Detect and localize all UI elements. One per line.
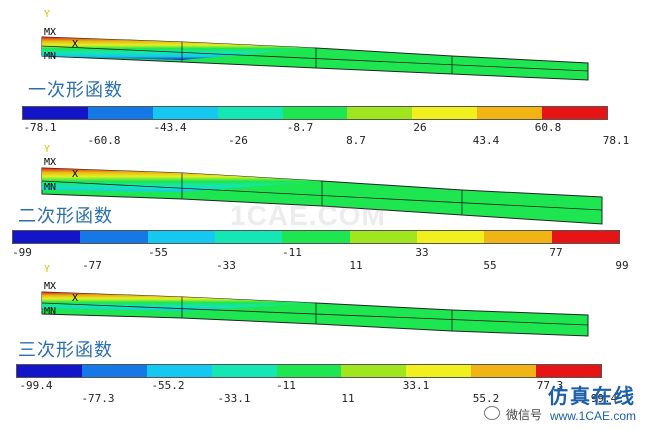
axis-x-label: X xyxy=(72,169,78,180)
legend-tick: -99 xyxy=(12,246,32,259)
mn-label: MN xyxy=(44,306,56,317)
legend-tick: 11 xyxy=(341,392,355,405)
legend-segment xyxy=(152,107,218,119)
footer-brand: 微信号 仿真在线 www.1CAE.com xyxy=(483,380,636,423)
legend-tick: -11 xyxy=(282,246,302,259)
mx-label: MX xyxy=(44,157,56,168)
axis-y-label: Y xyxy=(44,9,50,20)
legend-segment xyxy=(484,231,552,243)
beam-plot-2: Y MX X MN xyxy=(41,144,603,225)
brand-site: www.1CAE.com xyxy=(549,409,636,423)
legend-tick: 33 xyxy=(415,246,429,259)
legend-tick: 60.8 xyxy=(534,121,562,134)
axis-y-label: Y xyxy=(44,264,50,275)
legend-tick: 99 xyxy=(615,259,629,272)
legend-tick: 77.3 xyxy=(536,379,564,392)
color-legend-bar xyxy=(12,230,620,244)
legend-segment xyxy=(349,231,417,243)
legend-segment xyxy=(406,365,472,377)
legend-tick: 99.4 xyxy=(590,392,618,405)
legend-segment xyxy=(13,231,81,243)
watermark: 1CAE.COM xyxy=(230,200,386,231)
legend-tick: -43.4 xyxy=(153,121,187,134)
legend-segment xyxy=(276,365,342,377)
legend-segment xyxy=(81,365,147,377)
panel-title: 三次形函数 xyxy=(18,340,113,361)
legend-tick: -77.3 xyxy=(81,392,115,405)
legend-tick: 43.4 xyxy=(472,134,500,147)
legend-segment xyxy=(17,365,82,377)
legend-segment xyxy=(214,231,283,243)
color-legend-bar xyxy=(16,364,602,378)
legend-tick: 8.7 xyxy=(346,134,366,147)
color-legend-bar xyxy=(22,106,608,120)
legend-tick: -8.7 xyxy=(286,121,314,134)
legend-segment xyxy=(536,365,602,377)
legend-tick: -26 xyxy=(228,134,248,147)
axis-x-label: X xyxy=(72,293,78,304)
legend-tick: -77 xyxy=(82,259,102,272)
legend-tick: 26 xyxy=(413,121,427,134)
axis-x-label: X xyxy=(72,39,78,50)
legend-tick: 55 xyxy=(483,259,497,272)
mx-label: MX xyxy=(44,281,56,292)
legend-segment xyxy=(80,231,148,243)
legend-tick: 55.2 xyxy=(472,392,500,405)
mn-label: MN xyxy=(44,51,56,62)
axis-y-label: Y xyxy=(44,144,50,155)
legend-segment xyxy=(471,365,537,377)
legend-segment xyxy=(23,107,88,119)
mn-label: MN xyxy=(44,182,56,193)
legend-segment xyxy=(542,107,608,119)
panel-title: 一次形函数 xyxy=(28,80,123,101)
legend-tick: 33.1 xyxy=(402,379,430,392)
legend-segment xyxy=(147,231,215,243)
wechat-icon xyxy=(483,406,500,420)
beam-plot-1: Y MX X MN xyxy=(41,9,589,81)
brand-name: 仿真在线 xyxy=(548,384,636,408)
legend-segment xyxy=(416,231,485,243)
legend-tick: 77 xyxy=(549,246,563,259)
legend-tick: -55.2 xyxy=(151,379,185,392)
legend-segment xyxy=(551,231,619,243)
legend-segment xyxy=(412,107,478,119)
legend-segment xyxy=(477,107,543,119)
legend-segment xyxy=(211,365,277,377)
legend-tick: -55 xyxy=(148,246,168,259)
legend-tick: -60.8 xyxy=(87,134,121,147)
legend-tick: -11 xyxy=(276,379,296,392)
legend-tick: -78.1 xyxy=(23,121,57,134)
legend-tick: -99.4 xyxy=(19,379,53,392)
mx-label: MX xyxy=(44,27,56,38)
legend-segment xyxy=(87,107,153,119)
beam-plot-3: Y MX X MN xyxy=(41,264,589,337)
legend-segment xyxy=(217,107,283,119)
legend-segment xyxy=(341,365,407,377)
legend-segment xyxy=(146,365,212,377)
legend-tick: 11 xyxy=(349,259,363,272)
legend-segment xyxy=(347,107,413,119)
legend-tick: 78.1 xyxy=(602,134,630,147)
legend-segment xyxy=(282,231,350,243)
legend-segment xyxy=(282,107,348,119)
wechat-label: 微信号 xyxy=(505,408,542,422)
panel-title: 二次形函数 xyxy=(18,206,113,227)
legend-tick: -33.1 xyxy=(217,392,251,405)
legend-tick: -33 xyxy=(216,259,236,272)
